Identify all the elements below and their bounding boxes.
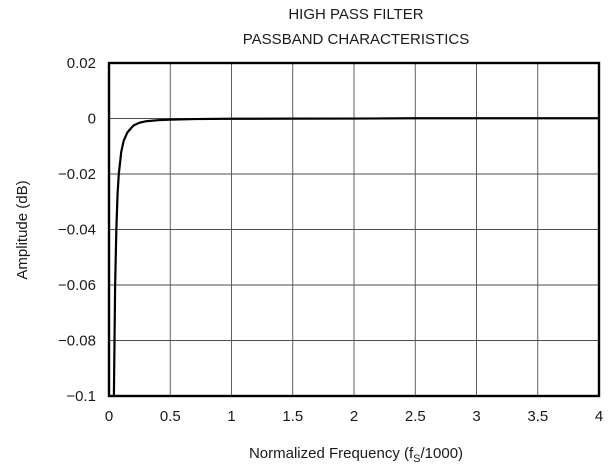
y-tick-label: −0.06 — [58, 277, 96, 294]
series-line — [112, 117, 601, 398]
y-tick-label: 0 — [88, 111, 96, 128]
x-tick-label: 3.5 — [527, 408, 548, 425]
series-group — [112, 117, 601, 398]
y-tick-label: −0.02 — [58, 166, 96, 183]
plot-frame — [107, 61, 601, 398]
x-tick-label: 1 — [227, 408, 235, 425]
x-tick-label: 4 — [595, 408, 603, 425]
y-tick-label: 0.02 — [67, 55, 96, 72]
gridlines — [109, 63, 599, 396]
y-axis-label: Amplitude (dB) — [14, 180, 31, 279]
x-tick-labels: 0 0.5 1 1.5 2 2.5 3 3.5 4 — [105, 408, 603, 425]
x-tick-label: 2.5 — [405, 408, 426, 425]
y-tick-label: −0.1 — [66, 388, 96, 405]
x-tick-label: 0 — [105, 408, 113, 425]
y-tick-label: −0.08 — [58, 333, 96, 350]
x-tick-label: 3 — [472, 408, 480, 425]
x-axis-label-text: Normalized Frequency (f — [249, 445, 414, 462]
chart-title-line-1: HIGH PASS FILTER — [288, 6, 423, 23]
chart-title-line-2: PASSBAND CHARACTERISTICS — [243, 31, 469, 48]
x-axis-label: Normalized Frequency (fS/1000) — [249, 445, 463, 465]
x-axis-label-end: /1000) — [421, 445, 464, 462]
chart-title: HIGH PASS FILTER PASSBAND CHARACTERISTIC… — [243, 6, 469, 48]
x-tick-label: 2 — [350, 408, 358, 425]
y-tick-label: −0.04 — [58, 222, 96, 239]
x-tick-label: 0.5 — [160, 408, 181, 425]
y-tick-labels: 0.02 0 −0.02 −0.04 −0.06 −0.08 −0.1 — [58, 55, 96, 405]
x-axis-label-subscript: S — [413, 453, 420, 465]
x-tick-label: 1.5 — [282, 408, 303, 425]
